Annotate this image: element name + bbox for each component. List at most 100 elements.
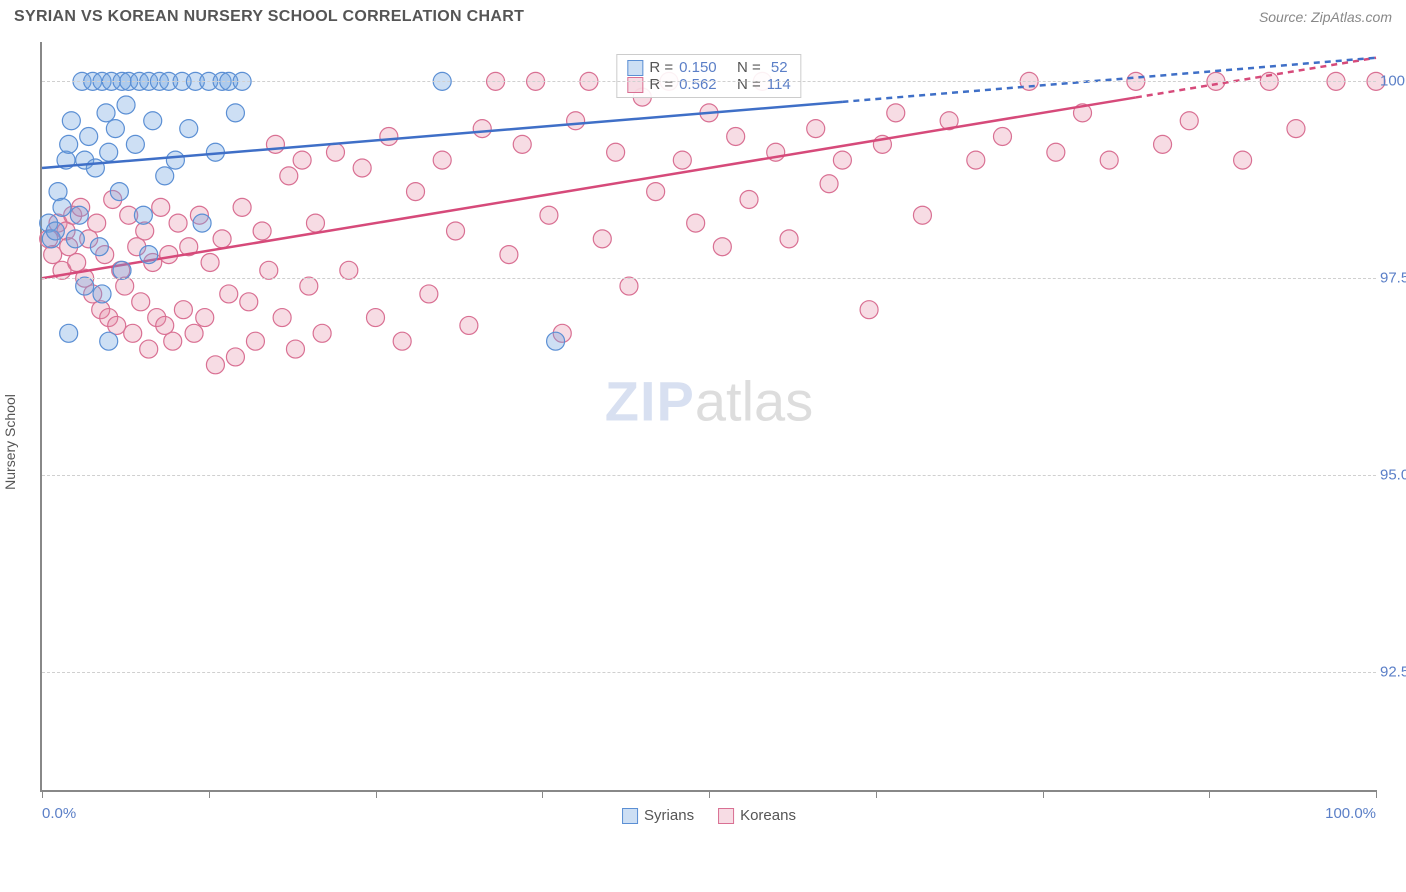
syrians-point <box>134 206 152 224</box>
syrians-point <box>80 127 98 145</box>
syrians-point <box>100 143 118 161</box>
syrians-point <box>117 96 135 114</box>
syrians-point <box>156 167 174 185</box>
x-tick <box>376 790 377 798</box>
syrians-point <box>86 159 104 177</box>
y-axis-label: Nursery School <box>2 394 18 490</box>
chart-area: Nursery School ZIPatlas R = 0.150 N = 52… <box>0 32 1406 852</box>
syrians-point <box>49 183 67 201</box>
plot-area: ZIPatlas R = 0.150 N = 52 R = 0.562 N = … <box>40 42 1376 792</box>
koreans-point <box>313 324 331 342</box>
koreans-point <box>1100 151 1118 169</box>
koreans-point <box>293 151 311 169</box>
koreans-point <box>833 151 851 169</box>
n-value-syrians: 52 <box>767 59 788 76</box>
syrians-trendline-dashed <box>842 58 1376 102</box>
koreans-point <box>353 159 371 177</box>
koreans-point <box>213 230 231 248</box>
koreans-point <box>540 206 558 224</box>
gridline <box>42 475 1376 476</box>
syrians-point <box>60 324 78 342</box>
koreans-point <box>407 183 425 201</box>
syrians-point <box>70 206 88 224</box>
koreans-point <box>713 238 731 256</box>
koreans-point <box>1047 143 1065 161</box>
koreans-point <box>433 151 451 169</box>
x-tick <box>709 790 710 798</box>
koreans-point <box>246 332 264 350</box>
scatter-svg <box>42 42 1376 790</box>
syrians-point <box>140 246 158 264</box>
r-label-koreans: R = <box>649 76 673 93</box>
koreans-point <box>620 277 638 295</box>
koreans-point <box>152 198 170 216</box>
syrians-point <box>110 183 128 201</box>
koreans-point <box>860 301 878 319</box>
koreans-point <box>673 151 691 169</box>
stats-legend: R = 0.150 N = 52 R = 0.562 N = 114 <box>616 54 801 98</box>
koreans-point <box>993 127 1011 145</box>
koreans-point <box>380 127 398 145</box>
legend-label-syrians: Syrians <box>644 807 694 824</box>
koreans-point <box>160 246 178 264</box>
swatch-syrians-icon <box>622 808 638 824</box>
koreans-point <box>88 214 106 232</box>
y-tick-label: 100.0% <box>1380 73 1406 90</box>
syrians-point <box>46 222 64 240</box>
koreans-point <box>1154 135 1172 153</box>
koreans-point <box>185 324 203 342</box>
koreans-point <box>240 293 258 311</box>
n-value-koreans: 114 <box>767 76 791 93</box>
koreans-point <box>273 309 291 327</box>
koreans-point <box>124 324 142 342</box>
syrians-point <box>193 214 211 232</box>
n-label-syrians: N = <box>737 59 761 76</box>
koreans-point <box>1287 120 1305 138</box>
koreans-point <box>967 151 985 169</box>
koreans-point <box>500 246 518 264</box>
koreans-point <box>206 356 224 374</box>
x-tick <box>542 790 543 798</box>
x-tick <box>1209 790 1210 798</box>
koreans-point <box>1180 112 1198 130</box>
koreans-point <box>420 285 438 303</box>
syrians-point <box>180 120 198 138</box>
koreans-point <box>740 190 758 208</box>
x-tick <box>42 790 43 798</box>
koreans-point <box>280 167 298 185</box>
koreans-point <box>226 348 244 366</box>
x-tick <box>876 790 877 798</box>
swatch-koreans <box>627 77 643 93</box>
legend-label-koreans: Koreans <box>740 807 796 824</box>
syrians-point <box>66 230 84 248</box>
koreans-trendline <box>42 97 1136 278</box>
header: SYRIAN VS KOREAN NURSERY SCHOOL CORRELAT… <box>0 0 1406 32</box>
koreans-point <box>367 309 385 327</box>
x-tick <box>1043 790 1044 798</box>
koreans-point <box>727 127 745 145</box>
koreans-point <box>593 230 611 248</box>
koreans-point <box>447 222 465 240</box>
koreans-point <box>306 214 324 232</box>
syrians-point <box>100 332 118 350</box>
syrians-point <box>93 285 111 303</box>
koreans-point <box>169 214 187 232</box>
syrians-point <box>106 120 124 138</box>
legend-item-syrians: Syrians <box>622 807 694 824</box>
source-label: Source: ZipAtlas.com <box>1259 9 1392 25</box>
syrians-point <box>166 151 184 169</box>
koreans-point <box>513 135 531 153</box>
koreans-point <box>340 261 358 279</box>
x-axis-max-label: 100.0% <box>1325 805 1376 822</box>
syrians-point <box>97 104 115 122</box>
x-tick <box>209 790 210 798</box>
r-value-koreans: 0.562 <box>679 76 717 93</box>
koreans-point <box>286 340 304 358</box>
koreans-point <box>132 293 150 311</box>
syrians-point <box>547 332 565 350</box>
gridline <box>42 672 1376 673</box>
koreans-point <box>253 222 271 240</box>
syrians-point <box>144 112 162 130</box>
y-tick-label: 92.5% <box>1380 663 1406 680</box>
koreans-point <box>220 285 238 303</box>
